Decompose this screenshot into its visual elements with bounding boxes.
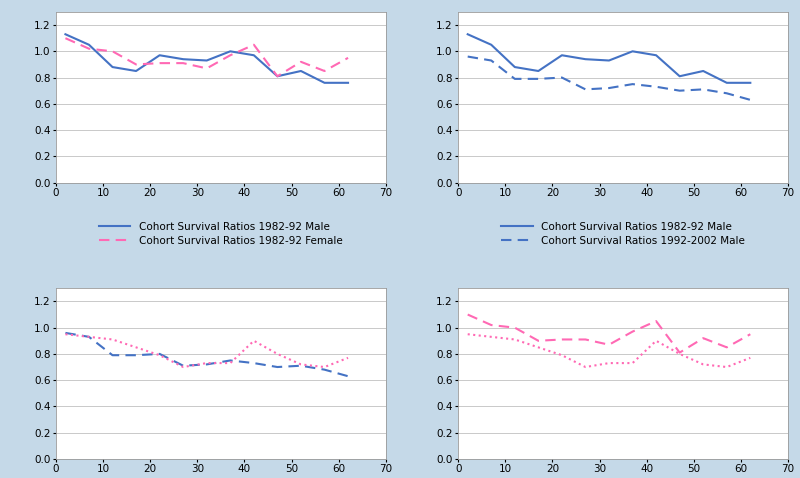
Legend: Cohort Survival Ratios 1982-92 Male, Cohort Survival Ratios 1992-2002 Male: Cohort Survival Ratios 1982-92 Male, Coh… xyxy=(502,222,745,246)
Legend: Cohort Survival Ratios 1982-92 Male, Cohort Survival Ratios 1982-92 Female: Cohort Survival Ratios 1982-92 Male, Coh… xyxy=(99,222,342,246)
